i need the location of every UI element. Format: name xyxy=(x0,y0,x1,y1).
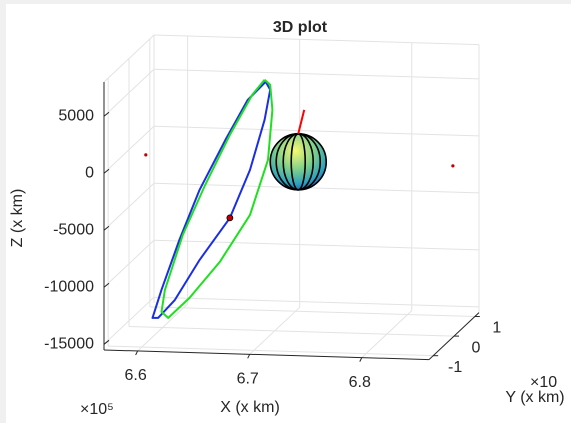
moon-sphere xyxy=(269,109,328,191)
y-tick-label: 1 xyxy=(492,320,501,337)
y-tick-label: -1 xyxy=(448,359,462,376)
grid-line xyxy=(103,68,155,117)
grid-line xyxy=(103,125,155,174)
z-axis-label: Z (x km) xyxy=(9,189,26,248)
y-exponent: ×10 xyxy=(530,374,557,391)
x-axis-label: X (x km) xyxy=(220,399,280,416)
box-edge xyxy=(153,34,480,46)
z-tick-label: -10000 xyxy=(44,278,94,295)
grid-line xyxy=(153,125,480,137)
box-edge xyxy=(103,34,155,83)
y-tick-label: 0 xyxy=(472,339,481,356)
marker-point xyxy=(451,164,455,168)
grid-line xyxy=(128,326,455,337)
marker-point xyxy=(144,153,148,157)
marker-point xyxy=(226,214,234,222)
z-tick xyxy=(103,111,110,117)
x-axis-line xyxy=(103,349,430,361)
orbit-line xyxy=(160,79,274,319)
grid-line xyxy=(103,182,155,231)
x-tick-label: 6.8 xyxy=(349,374,371,391)
x-exponent: ×10⁵ xyxy=(80,401,114,418)
chart-title: 3D plot xyxy=(273,19,328,36)
z-tick xyxy=(103,339,110,345)
plot-area xyxy=(144,79,455,319)
grid xyxy=(103,34,480,358)
z-tick xyxy=(103,168,110,174)
x-tick-label: 6.7 xyxy=(237,371,259,388)
grid-line xyxy=(153,239,480,251)
z-tick-label: 0 xyxy=(85,164,94,181)
x-tick xyxy=(247,354,251,359)
grid-line xyxy=(153,68,480,80)
grid-line xyxy=(108,345,434,357)
figure-background xyxy=(6,4,571,423)
y-axis-label: Y (x km) xyxy=(505,389,564,406)
z-tick-label: 5000 xyxy=(58,107,94,124)
grid-line xyxy=(153,296,480,308)
x-tick xyxy=(135,350,139,356)
x-tick xyxy=(359,357,363,362)
grid-line xyxy=(149,306,475,318)
z-tick xyxy=(103,225,110,231)
grid-line xyxy=(103,239,155,288)
grid-line xyxy=(153,182,480,194)
orbit-line xyxy=(151,81,272,319)
z-tick xyxy=(103,282,110,288)
z-tick-label: -5000 xyxy=(53,221,94,238)
moon-surface xyxy=(270,133,327,190)
x-tick-label: 6.6 xyxy=(124,367,146,384)
grid-line xyxy=(103,296,155,345)
moon-vector xyxy=(297,109,306,135)
z-tick-label: -15000 xyxy=(44,336,94,353)
